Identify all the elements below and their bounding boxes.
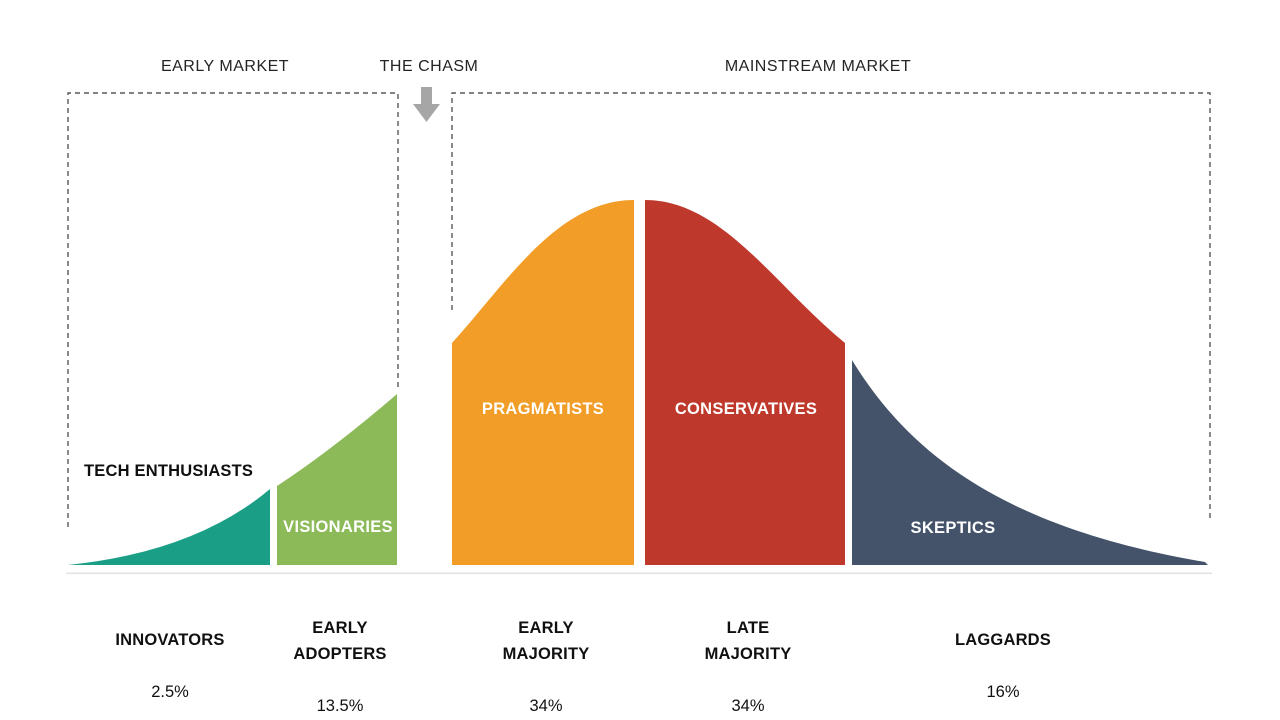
laggards-segment <box>852 360 1208 565</box>
segment-name: LATE MAJORITY <box>704 619 792 663</box>
early-majority-axis-label: EARLY MAJORITY 34% <box>503 589 590 720</box>
segment-percent: 34% <box>529 697 563 715</box>
tech-enthusiasts-label: TECH ENTHUSIASTS <box>84 462 254 480</box>
segment-name: EARLY MAJORITY <box>502 619 590 663</box>
early-majority-segment <box>452 200 634 565</box>
laggards-axis-label: LAGGARDS 16% <box>955 601 1051 720</box>
early-adopters-segment <box>277 394 397 565</box>
visionaries-label: VISIONARIES <box>283 518 393 536</box>
innovators-axis-label: INNOVATORS 2.5% <box>115 601 224 720</box>
segment-percent: 13.5% <box>316 697 364 715</box>
late-majority-segment <box>645 200 845 565</box>
conservatives-label: CONSERVATIVES <box>674 400 818 418</box>
innovators-segment <box>68 489 270 565</box>
segment-name: EARLY ADOPTERS <box>293 619 387 663</box>
mainstream-market-label: MAINSTREAM MARKET <box>724 58 912 75</box>
late-majority-axis-label: LATE MAJORITY 34% <box>705 589 792 720</box>
skeptics-label: SKEPTICS <box>910 519 996 537</box>
early-adopters-axis-label: EARLY ADOPTERS 13.5% <box>293 589 386 720</box>
baseline <box>66 572 1212 575</box>
chasm-label: THE CHASM <box>379 58 479 75</box>
chasm-arrow-icon <box>413 87 440 122</box>
segment-percent: 34% <box>731 697 765 715</box>
segment-percent: 16% <box>986 683 1020 701</box>
segment-percent: 2.5% <box>151 683 189 701</box>
pragmatists-label: PRAGMATISTS <box>481 400 605 418</box>
segment-name: INNOVATORS <box>115 631 225 649</box>
early-market-label: EARLY MARKET <box>160 58 290 75</box>
early-market-bracket <box>67 92 399 527</box>
segment-name: LAGGARDS <box>954 631 1052 649</box>
mainstream-market-bracket <box>451 92 1211 520</box>
